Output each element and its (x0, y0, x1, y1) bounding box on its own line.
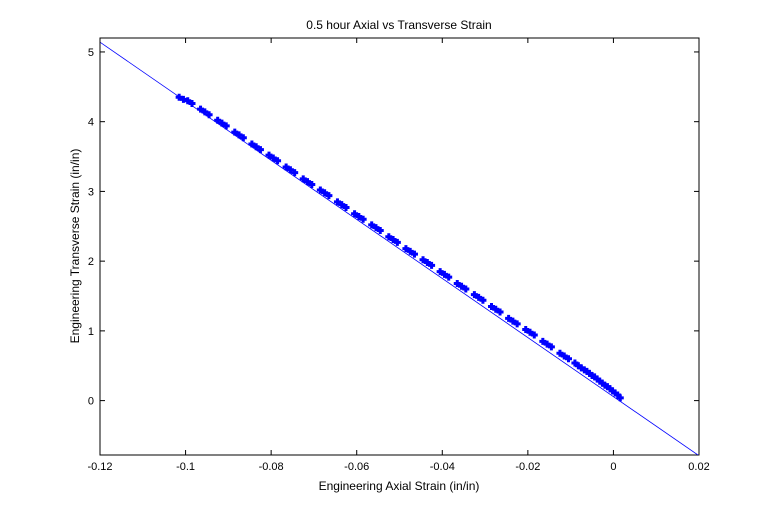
data-point (222, 122, 230, 130)
data-point (269, 154, 277, 162)
data-point (286, 166, 294, 174)
data-point (509, 317, 517, 325)
data-point (372, 224, 380, 232)
data-point (440, 270, 448, 278)
data-point (265, 151, 273, 159)
y-axis-label: Engineering Transverse Strain (in/in) (68, 149, 82, 344)
data-point (385, 233, 393, 241)
data-point (316, 186, 324, 194)
data-point (547, 343, 555, 351)
data-point (475, 293, 483, 301)
data-point (389, 236, 397, 244)
data-point (445, 273, 453, 281)
data-point (556, 349, 564, 357)
x-axis: -0.12 -0.1 -0.08 -0.06 -0.04 -0.02 0 0.02 (87, 38, 710, 473)
y-axis: 0 1 2 3 4 5 (88, 47, 699, 408)
y-tick-label: 0 (88, 396, 94, 408)
data-point (214, 116, 222, 124)
data-point (256, 146, 264, 154)
data-point (291, 169, 299, 177)
data-point (235, 131, 243, 139)
data-point (355, 213, 363, 221)
y-tick-label: 2 (88, 256, 94, 268)
series-layer (100, 41, 699, 455)
data-point (505, 314, 513, 322)
x-tick-label: -0.06 (344, 461, 369, 473)
data-point (487, 302, 495, 310)
data-point (410, 250, 418, 258)
data-point (428, 261, 436, 269)
data-point (453, 279, 461, 287)
chart-title: 0.5 hour Axial vs Transverse Strain (306, 18, 491, 32)
data-point (304, 178, 312, 186)
data-point (274, 157, 282, 165)
data-point (530, 331, 538, 339)
data-point (526, 328, 534, 336)
data-point (252, 143, 260, 151)
data-point (492, 305, 500, 313)
data-point (359, 215, 367, 223)
data-point (543, 340, 551, 348)
x-tick-label: -0.12 (87, 461, 112, 473)
y-tick-label: 5 (88, 47, 94, 59)
data-point (479, 296, 487, 304)
marker-series (175, 93, 624, 402)
data-point (188, 100, 196, 108)
data-point (308, 180, 316, 188)
data-point (513, 320, 521, 328)
data-point (333, 198, 341, 206)
data-point (325, 192, 333, 200)
data-point (423, 259, 431, 267)
y-tick-label: 1 (88, 326, 94, 338)
data-point (393, 238, 401, 246)
data-point (351, 210, 359, 218)
data-point (231, 128, 239, 136)
data-point (419, 256, 427, 264)
data-point (218, 119, 226, 127)
data-point (376, 226, 384, 234)
data-point (321, 189, 329, 197)
data-point (565, 355, 573, 363)
data-point (402, 245, 410, 253)
data-point (462, 285, 470, 293)
data-point (522, 325, 530, 333)
x-axis-label: Engineering Axial Strain (in/in) (319, 479, 480, 493)
data-point (205, 111, 213, 119)
data-point (299, 175, 307, 183)
data-point (458, 282, 466, 290)
data-point (175, 93, 183, 101)
x-tick-label: 0 (610, 461, 616, 473)
y-tick-label: 4 (88, 117, 94, 129)
data-point (539, 337, 547, 345)
data-point (406, 247, 414, 255)
x-tick-label: -0.1 (176, 461, 195, 473)
data-point (282, 163, 290, 171)
data-point (470, 291, 478, 299)
y-tick-label: 3 (88, 186, 94, 198)
x-tick-label: -0.02 (515, 461, 540, 473)
data-point (342, 203, 350, 211)
data-point (184, 97, 192, 105)
data-point (616, 394, 624, 402)
data-point (338, 201, 346, 209)
data-point (197, 105, 205, 113)
data-point (368, 221, 376, 229)
data-point (248, 140, 256, 148)
data-point (436, 268, 444, 276)
data-point (496, 308, 504, 316)
data-point (201, 108, 209, 116)
data-point (560, 352, 568, 360)
x-tick-label: 0.02 (688, 461, 709, 473)
x-tick-label: -0.04 (430, 461, 455, 473)
data-point (239, 134, 247, 142)
x-tick-label: -0.08 (259, 461, 284, 473)
